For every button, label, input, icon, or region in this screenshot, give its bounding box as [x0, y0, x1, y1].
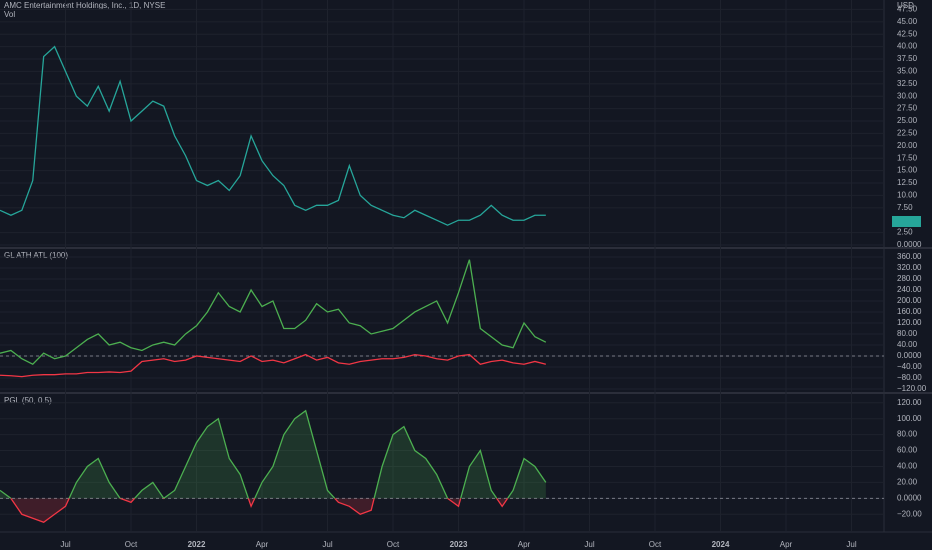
- y-tick-label: 20.00: [897, 478, 918, 487]
- last-price-tag: [892, 216, 921, 227]
- volume-label: Vol: [4, 10, 15, 19]
- y-tick-label: 120.00: [897, 398, 922, 407]
- y-tick-label: 25.00: [897, 116, 918, 125]
- y-tick-label: −120.00: [897, 384, 927, 393]
- y-tick-label: −80.00: [897, 373, 922, 382]
- x-tick-label: Oct: [387, 540, 400, 549]
- y-tick-label: 40.00: [897, 42, 918, 51]
- currency-label: USD: [897, 1, 914, 10]
- x-tick-label: 2023: [450, 540, 468, 549]
- y-tick-label: 80.00: [897, 329, 918, 338]
- indicator-title: PGL (50, 0.5): [4, 396, 52, 405]
- y-tick-label: −40.00: [897, 362, 922, 371]
- y-tick-label: 45.00: [897, 17, 918, 26]
- series-line: [0, 353, 546, 378]
- x-tick-label: Apr: [518, 540, 531, 549]
- x-tick-label: Apr: [256, 540, 269, 549]
- y-tick-label: −20.00: [897, 509, 922, 518]
- y-tick-label: 10.00: [897, 191, 918, 200]
- y-tick-label: 360.00: [897, 252, 922, 261]
- y-tick-label: 15.00: [897, 166, 918, 175]
- y-tick-label: 30.00: [897, 91, 918, 100]
- x-tick-label: Jul: [584, 540, 594, 549]
- symbol-title: AMC Entertainment Holdings, Inc., 1D, NY…: [4, 1, 165, 10]
- y-tick-label: 280.00: [897, 274, 922, 283]
- y-tick-label: 37.50: [897, 54, 918, 63]
- y-tick-label: 40.00: [897, 340, 918, 349]
- y-tick-label: 12.50: [897, 178, 918, 187]
- y-tick-label: 100.00: [897, 414, 922, 423]
- series-line: [0, 259, 547, 366]
- y-tick-label: 47.50: [897, 5, 918, 14]
- y-tick-label: 40.00: [897, 462, 918, 471]
- x-tick-label: 2022: [188, 540, 206, 549]
- x-tick-label: Jul: [846, 540, 856, 549]
- y-tick-label: 20.00: [897, 141, 918, 150]
- indicator-title: GL ATH ATL (100): [4, 251, 68, 260]
- y-tick-label: 42.50: [897, 29, 918, 38]
- area-fill: [0, 410, 546, 499]
- y-tick-label: 320.00: [897, 263, 922, 272]
- y-tick-label: 240.00: [897, 285, 922, 294]
- x-tick-label: Jul: [60, 540, 70, 549]
- area-line: [9, 498, 509, 523]
- y-tick-label: 160.00: [897, 307, 922, 316]
- y-tick-label: 7.50: [897, 203, 913, 212]
- y-tick-label: 17.50: [897, 153, 918, 162]
- y-tick-label: 0.0000: [897, 351, 922, 360]
- area-fill: [10, 498, 508, 523]
- y-tick-label: 120.00: [897, 318, 922, 327]
- x-tick-label: Oct: [125, 540, 138, 549]
- y-tick-label: 80.00: [897, 430, 918, 439]
- series-line: [0, 45, 546, 226]
- x-tick-label: 2024: [712, 540, 730, 549]
- y-tick-label: 35.00: [897, 67, 918, 76]
- y-tick-label: 60.00: [897, 446, 918, 455]
- x-tick-label: Apr: [780, 540, 793, 549]
- y-tick-label: 0.0000: [897, 493, 922, 502]
- area-line: [0, 409, 547, 499]
- x-tick-label: Oct: [649, 540, 662, 549]
- y-tick-label: 2.50: [897, 228, 913, 237]
- y-tick-label: 200.00: [897, 296, 922, 305]
- y-tick-label: 22.50: [897, 129, 918, 138]
- x-tick-label: Jul: [322, 540, 332, 549]
- y-tick-label: 32.50: [897, 79, 918, 88]
- y-tick-label: 27.50: [897, 104, 918, 113]
- y-tick-label: 0.0000: [897, 240, 922, 249]
